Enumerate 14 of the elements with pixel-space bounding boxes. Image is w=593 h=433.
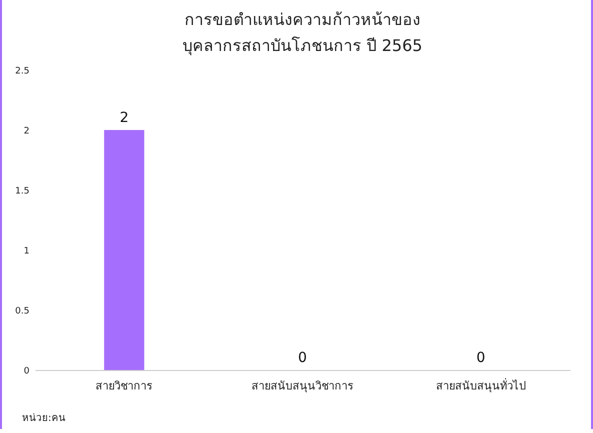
x-tick-label: สายสนับสนุนทั่วไป bbox=[436, 378, 526, 392]
data-label: 2 bbox=[120, 110, 129, 126]
y-tick-label: 1.5 bbox=[15, 186, 30, 196]
y-tick-label: 2 bbox=[24, 126, 30, 136]
data-label: 0 bbox=[476, 350, 486, 366]
y-tick-label: 0.5 bbox=[15, 306, 30, 316]
data-label: 0 bbox=[298, 350, 307, 366]
y-tick-label: 0 bbox=[24, 366, 30, 376]
x-tick-label: สายวิชาการ bbox=[96, 380, 153, 392]
y-tick-label: 2.5 bbox=[15, 66, 30, 76]
text: หน่วย:คน bbox=[22, 412, 66, 425]
chart-title: การขอตำแหน่งความก้าวหน้าของ บุคลากรสถาบันโภชนการ ปี 2565 bbox=[182, 10, 422, 56]
y-tick-label: 1 bbox=[24, 246, 30, 256]
x-tick-label: สายสนับสนุนวิชาการ bbox=[252, 380, 354, 392]
